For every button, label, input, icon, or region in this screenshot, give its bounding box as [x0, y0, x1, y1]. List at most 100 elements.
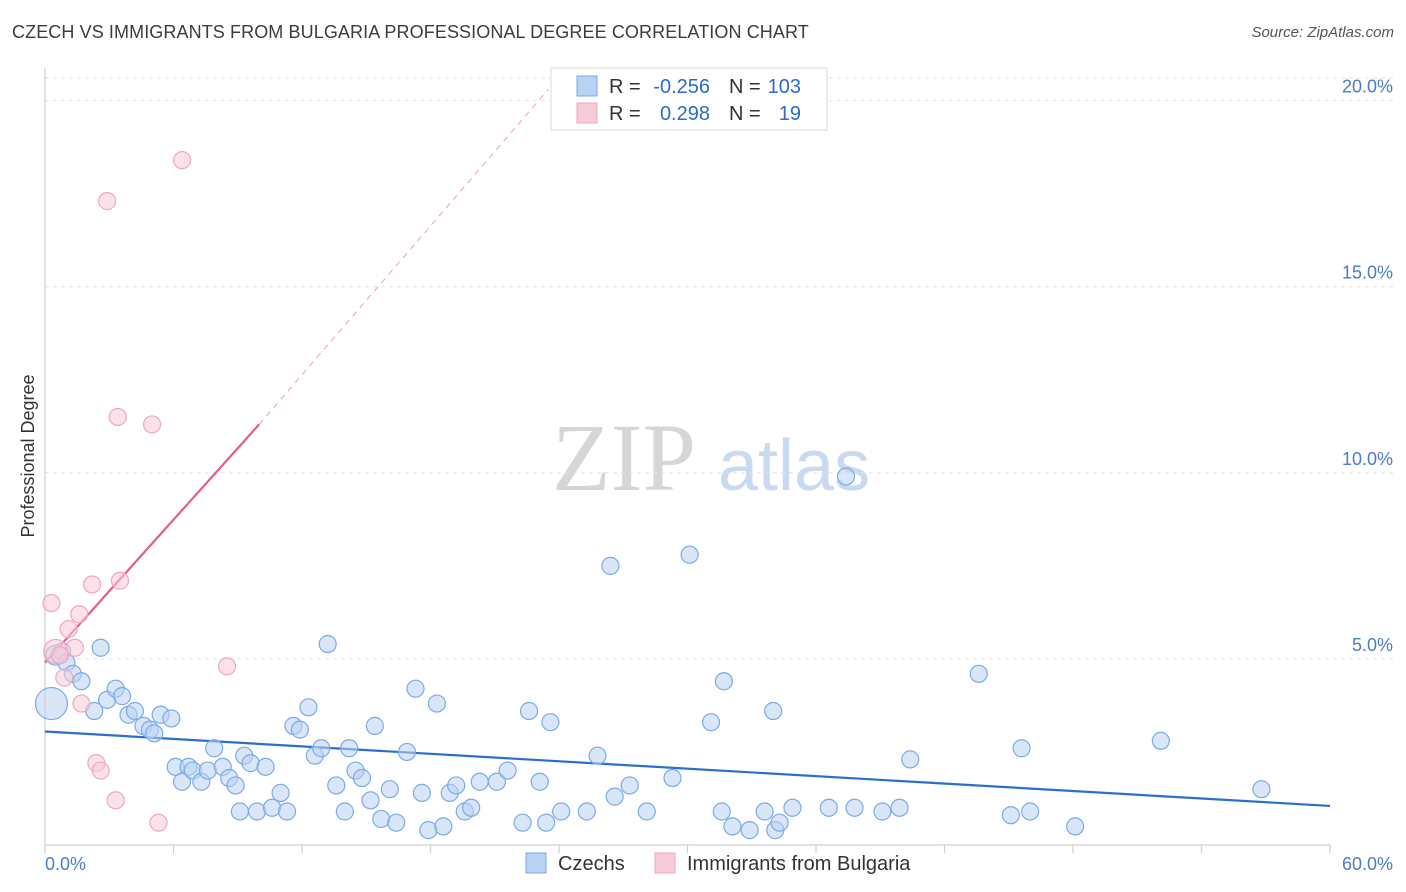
bulgaria-point-15 — [142, 415, 162, 434]
czechs-point-65 — [513, 813, 532, 832]
tick-labels: 5.0% 10.0% 15.0% 20.0% 0.0% 60.0% — [45, 77, 1393, 874]
stats-n-value-bulgaria: 19 — [779, 103, 801, 125]
stats-n-value-czechs: 103 — [768, 76, 801, 98]
czechs-point-24 — [205, 739, 224, 758]
y-tick-label-10: 10.0% — [1342, 449, 1393, 469]
czechs-point-42 — [327, 776, 346, 795]
czechs-point-27 — [226, 776, 245, 795]
czechs-point-50 — [380, 780, 399, 799]
czechs-point-82 — [723, 817, 742, 836]
czechs-point-47 — [361, 791, 380, 810]
stats-n-label-czechs: N = — [729, 76, 761, 98]
stats-r-label-bulgaria: R = — [609, 103, 641, 125]
y-tick-label-5: 5.0% — [1352, 635, 1393, 655]
czechs-point-48 — [365, 716, 384, 735]
czechs-point-75 — [620, 776, 639, 795]
bulgaria-point-14 — [110, 571, 130, 590]
czechs-point-83 — [740, 821, 759, 840]
czechs-point-74 — [605, 787, 624, 806]
czechs-point-93 — [890, 798, 909, 817]
y-tick-label-15: 15.0% — [1342, 263, 1393, 283]
czechs-point-31 — [247, 802, 267, 821]
czechs-point-69 — [541, 713, 560, 732]
bulgaria-point-17 — [172, 151, 192, 170]
watermark-zip: ZIP — [552, 404, 696, 511]
stats-r-label-czechs: R = — [609, 76, 641, 98]
czechs-point-59 — [447, 776, 466, 795]
czechs-point-62 — [470, 772, 489, 791]
bulgaria-point-10 — [91, 761, 110, 780]
czechs-point-46 — [352, 768, 372, 788]
czechs-point-30 — [241, 754, 260, 773]
stats-n-label-bulgaria: N = — [729, 103, 761, 125]
czechs-point-73 — [601, 556, 620, 575]
czechs-point-70 — [552, 802, 571, 821]
czechs-point-78 — [680, 545, 699, 564]
y-tick-label-20: 20.0% — [1342, 77, 1393, 97]
czechs-point-44 — [340, 739, 359, 758]
czechs-point-0 — [34, 686, 69, 721]
czechs-point-72 — [588, 746, 607, 765]
czechs-point-53 — [406, 679, 425, 698]
bulgaria-trend-extension — [258, 89, 549, 425]
czechs-point-81 — [714, 672, 734, 691]
czechs-point-97 — [1012, 739, 1031, 758]
czechs-point-77 — [663, 768, 682, 788]
watermark-atlas: atlas — [718, 426, 870, 506]
czechs-point-91 — [845, 798, 864, 817]
bulgaria-point-11 — [98, 192, 117, 211]
stats-legend: R = -0.256 N = 103 R = 0.298 N = 19 — [550, 67, 828, 131]
czechs-point-32 — [256, 757, 275, 776]
czechs-point-5 — [72, 672, 91, 691]
stats-r-value-bulgaria: 0.298 — [660, 103, 710, 125]
czechs-point-64 — [498, 761, 517, 780]
stats-swatch-bulgaria — [576, 102, 598, 124]
series-legend: Czechs Immigrants from Bulgaria — [525, 852, 911, 875]
czechs-point-98 — [1021, 802, 1040, 821]
czechs-point-80 — [712, 802, 731, 821]
czechs-point-90 — [836, 467, 856, 486]
czechs-point-28 — [230, 802, 249, 821]
bulgaria-point-3 — [55, 668, 74, 687]
czechs-point-79 — [701, 713, 721, 732]
bulgaria-point-13 — [108, 407, 127, 427]
legend-swatch-bulgaria[interactable] — [654, 852, 676, 874]
czechs-point-67 — [530, 772, 549, 791]
czechs-point-100 — [1151, 731, 1170, 750]
czechs-point-43 — [335, 802, 354, 821]
czechs-point-89 — [819, 798, 838, 817]
czechs-point-54 — [412, 783, 432, 802]
bulgaria-point-8 — [83, 575, 102, 594]
bulgaria-point-0 — [42, 593, 61, 613]
czechs-point-12 — [125, 701, 145, 721]
czechs-point-76 — [637, 802, 656, 821]
czechs-point-33 — [262, 798, 282, 817]
data-points — [34, 151, 1271, 840]
legend-swatch-czechs[interactable] — [525, 852, 547, 874]
czechs-point-68 — [537, 813, 556, 832]
czechs-point-95 — [969, 664, 988, 683]
bulgaria-point-6 — [70, 605, 89, 624]
czechs-point-49 — [372, 809, 391, 829]
czechs-point-34 — [271, 783, 290, 802]
bulgaria-point-5 — [65, 638, 85, 657]
czechs-point-88 — [783, 798, 802, 817]
x-tick-label-0: 0.0% — [45, 854, 86, 874]
czechs-point-17 — [162, 709, 181, 728]
czechs-point-96 — [1001, 806, 1020, 825]
czechs-point-94 — [901, 750, 920, 769]
czechs-point-57 — [434, 817, 453, 836]
bulgaria-point-18 — [217, 657, 237, 676]
czechs-point-56 — [427, 694, 447, 713]
czechs-point-15 — [145, 724, 164, 743]
legend-label-bulgaria[interactable]: Immigrants from Bulgaria — [687, 853, 911, 875]
czechs-point-35 — [277, 802, 297, 821]
bulgaria-point-2 — [50, 646, 70, 665]
czechs-point-52 — [397, 742, 417, 762]
chart-title: CZECH VS IMMIGRANTS FROM BULGARIA PROFES… — [12, 22, 809, 42]
legend-label-czechs[interactable]: Czechs — [558, 853, 625, 875]
czechs-point-37 — [290, 720, 309, 739]
czechs-point-66 — [519, 701, 539, 721]
czechs-point-55 — [419, 821, 438, 840]
